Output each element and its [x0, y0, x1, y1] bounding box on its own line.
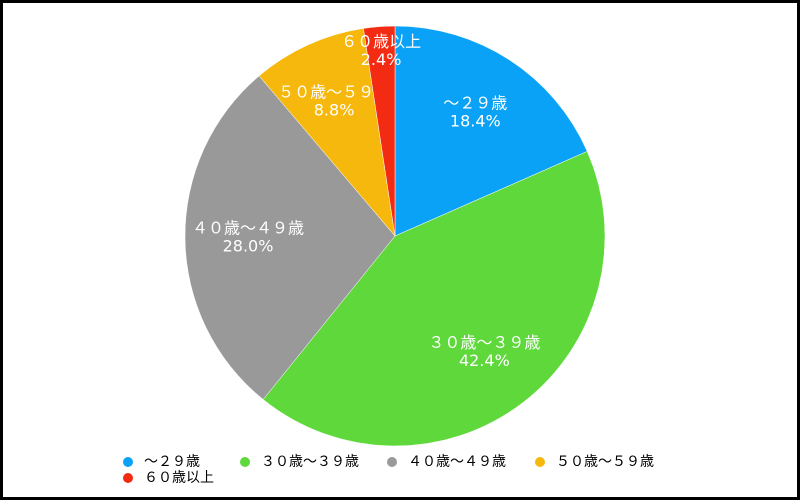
legend-label: ４０歳～４９歳 [408, 454, 506, 470]
legend-label: ～２９歳 [144, 454, 200, 470]
legend-marker [535, 457, 545, 467]
slice-category: ３０歳～３９歳 [428, 333, 540, 352]
pie-slice [262, 151, 606, 447]
legend-label: ５０歳～５９歳 [556, 454, 654, 470]
pie-slice [184, 75, 396, 400]
slice-value: 42.4% [459, 351, 510, 370]
legend-label: ３０歳～３９歳 [261, 454, 359, 470]
legend-marker [240, 457, 250, 467]
slice-value: 2.4% [361, 50, 402, 69]
slice-category: ～２９歳 [443, 93, 507, 112]
legend-marker [123, 457, 133, 467]
slice-value: 8.8% [314, 101, 355, 120]
legend-marker [387, 457, 397, 467]
pie-slice [394, 25, 588, 237]
slice-category: ６０歳以上 [341, 32, 421, 51]
slice-category: ５０歳～５９歳 [278, 83, 390, 102]
pie-slice [363, 25, 396, 237]
legend-marker [123, 473, 133, 483]
pie-slice [258, 28, 396, 237]
legend: ～２９歳 ３０歳～３９歳 ４０歳～４９歳 ５０歳～５９歳 ６０歳以上 [123, 454, 654, 486]
slice-value: 18.4% [450, 111, 501, 130]
legend-label: ６０歳以上 [144, 470, 214, 486]
slice-value: 28.0% [223, 236, 274, 255]
slice-category: ４０歳～４９歳 [192, 218, 304, 237]
